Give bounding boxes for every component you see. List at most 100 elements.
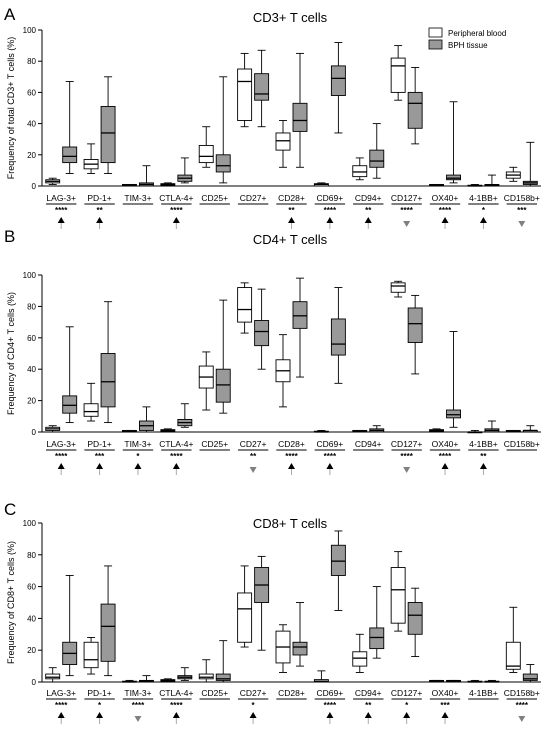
arrow-down-icon <box>403 467 411 473</box>
arrow-up-icon <box>96 217 104 229</box>
arrow-up-icon <box>134 463 142 475</box>
arrow-head <box>57 463 65 469</box>
box-tissue <box>522 664 538 683</box>
panel-c: C CD8+ T cells Frequency of CD8+ T cells (… <box>4 500 541 724</box>
significance-label: **** <box>516 701 529 710</box>
box-blood <box>237 52 253 128</box>
box-tissue <box>522 425 538 433</box>
category-label: LAG-3+ <box>46 193 76 203</box>
category-label: CD28+ <box>278 193 305 203</box>
category-label: CD69+ <box>317 688 344 698</box>
box-tissue <box>369 586 385 659</box>
significance-label: ** <box>96 206 103 215</box>
box-tissue <box>407 587 423 658</box>
arrow-up-icon <box>364 712 372 724</box>
arrow-head <box>172 712 180 718</box>
box-blood <box>390 551 406 632</box>
category-label: 4-1BB+ <box>469 439 498 449</box>
panel-letter: B <box>4 227 15 246</box>
box-blood <box>160 678 176 683</box>
box-tissue <box>292 52 308 168</box>
box-iqr <box>215 154 231 173</box>
arrow-up-icon <box>326 217 334 229</box>
arrow-up-icon <box>57 712 65 724</box>
box-blood <box>122 429 137 433</box>
arrow-up-icon <box>326 463 334 475</box>
legend-swatch <box>428 39 443 50</box>
box-iqr <box>292 301 308 329</box>
box-tissue <box>292 277 308 378</box>
box-tissue <box>139 406 154 433</box>
panel-a: A CD3+ T cells Frequency of total CD3+ T c… <box>4 5 541 229</box>
box-blood <box>390 280 406 298</box>
box-blood <box>122 679 137 683</box>
significance-label: ** <box>365 701 372 710</box>
box-blood <box>275 120 291 168</box>
significance-label: **** <box>324 452 337 461</box>
significance-label: ** <box>480 452 487 461</box>
arrow-down-icon <box>403 221 411 227</box>
arrow-up-icon <box>288 463 295 475</box>
arrow-up-icon <box>441 463 449 475</box>
category-label: CD94+ <box>355 439 382 449</box>
y-tick-label: 40 <box>27 614 36 623</box>
box-tissue <box>62 81 78 174</box>
box-tissue <box>484 174 500 187</box>
box-tissue <box>292 602 308 667</box>
y-tick-label: 60 <box>27 88 36 97</box>
box-tissue <box>215 299 231 414</box>
panel-letter: C <box>4 500 16 519</box>
box-blood <box>275 624 291 673</box>
arrow-up-icon <box>249 712 257 724</box>
arrow-head <box>57 712 65 718</box>
box-iqr <box>215 368 231 403</box>
arrow-head <box>518 716 526 722</box>
significance-label: ** <box>288 206 295 215</box>
arrow-up-icon <box>57 463 65 475</box>
arrow-up-icon <box>479 463 487 475</box>
arrow-head <box>96 217 104 223</box>
category-label: CTLA-4+ <box>159 688 193 698</box>
significance-label: **** <box>170 701 183 710</box>
category-label: PD-1+ <box>87 688 111 698</box>
arrow-head <box>134 463 142 469</box>
arrow-head <box>479 463 487 469</box>
category-label: CD158b+ <box>504 688 540 698</box>
category-label: PD-1+ <box>87 439 111 449</box>
significance-label: *** <box>517 206 527 215</box>
box-blood <box>198 351 214 411</box>
box-tissue <box>215 76 231 184</box>
box-iqr <box>62 146 78 164</box>
y-tick-label: 100 <box>23 519 37 528</box>
arrow-head <box>172 217 180 223</box>
y-tick-label: 60 <box>27 583 36 592</box>
box-iqr <box>100 105 116 164</box>
significance-label: **** <box>285 452 298 461</box>
significance-label: **** <box>132 701 145 710</box>
box-iqr <box>522 673 538 681</box>
box-tissue <box>330 287 346 384</box>
arrow-up-icon <box>288 217 295 229</box>
arrow-head <box>364 712 372 718</box>
category-label: 4-1BB+ <box>469 688 498 698</box>
significance-label: **** <box>170 206 183 215</box>
box-iqr <box>100 353 116 408</box>
significance-label: **** <box>170 452 183 461</box>
category-label: LAG-3+ <box>46 688 76 698</box>
box-iqr <box>390 282 406 293</box>
box-tissue <box>407 66 423 145</box>
box-tissue <box>177 403 193 428</box>
panel-title: CD4+ T cells <box>253 232 328 247</box>
box-blood <box>429 183 444 187</box>
significance-label: **** <box>55 206 68 215</box>
box-tissue <box>407 294 423 375</box>
y-tick-label: 80 <box>27 551 36 560</box>
category-label: CTLA-4+ <box>159 439 193 449</box>
category-label: CD127+ <box>391 439 422 449</box>
box-iqr <box>275 132 291 151</box>
panel-letter: A <box>4 5 16 24</box>
box-blood <box>505 166 521 182</box>
box-tissue <box>254 555 270 651</box>
y-axis-label: Frequency of CD4+ T cells (%) <box>6 292 16 415</box>
